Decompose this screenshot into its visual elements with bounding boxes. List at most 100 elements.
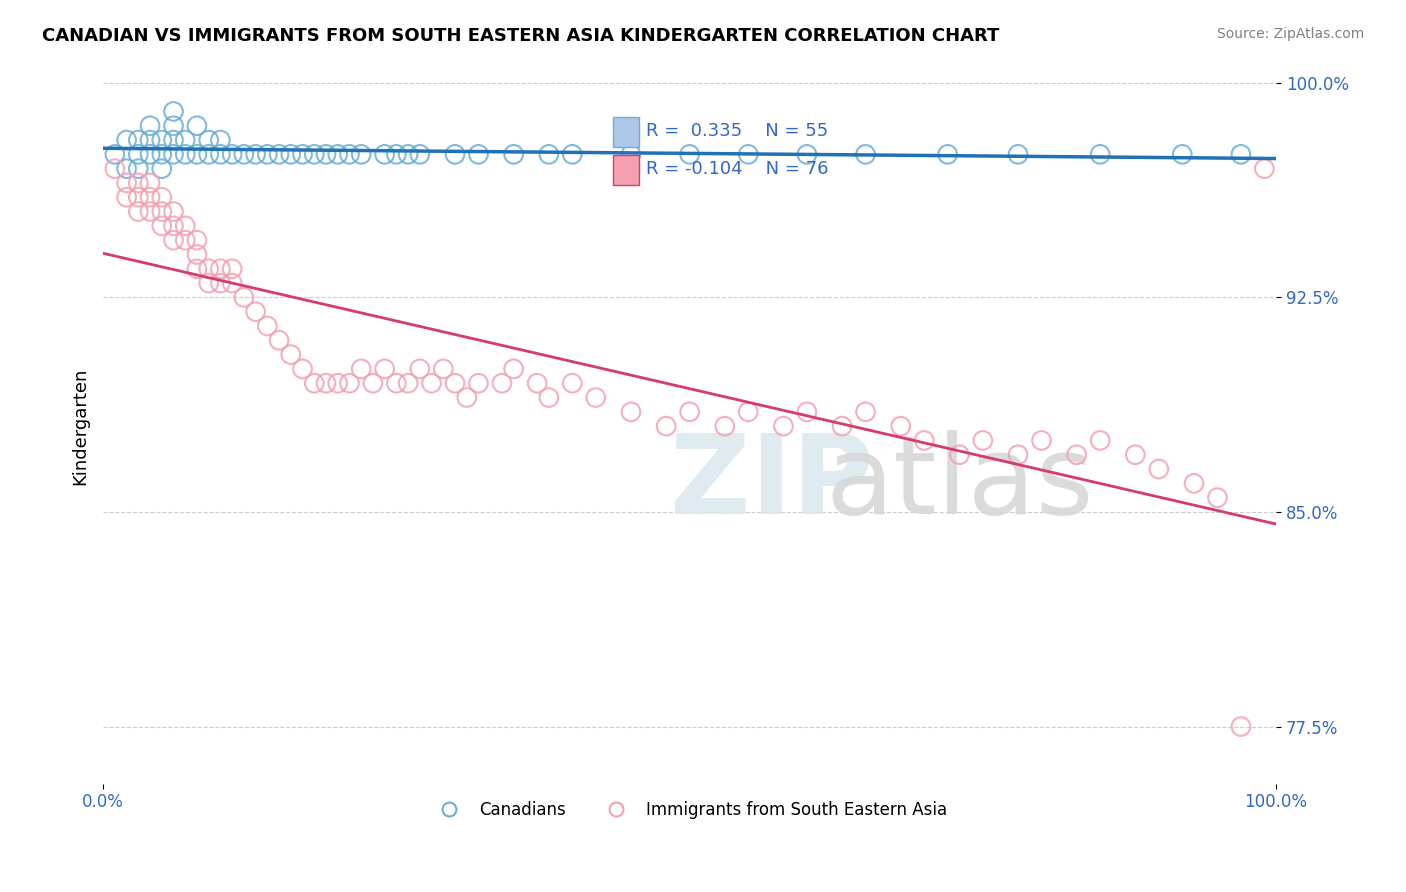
Point (1230, 719, 1253, 733)
Point (115, 133, 138, 147)
Point (139, 119, 162, 133)
Point (139, 147, 162, 161)
Point (162, 204, 184, 219)
Point (1171, 147, 1194, 161)
Point (444, 376, 467, 391)
Point (326, 376, 349, 391)
Point (467, 376, 489, 391)
Point (502, 362, 524, 376)
Point (315, 376, 337, 391)
Point (1253, 161, 1275, 176)
Point (256, 318, 278, 333)
Point (339, 147, 361, 161)
Point (526, 376, 548, 391)
Point (444, 147, 467, 161)
Point (396, 147, 419, 161)
Point (162, 133, 184, 147)
Point (104, 161, 127, 176)
Point (432, 362, 454, 376)
Point (162, 119, 184, 133)
Point (115, 176, 138, 190)
Point (714, 419, 737, 434)
Point (936, 147, 959, 161)
Text: R = -0.104    N = 76: R = -0.104 N = 76 (647, 160, 828, 178)
Point (245, 147, 267, 161)
Point (620, 405, 643, 419)
Point (280, 348, 302, 362)
Point (890, 419, 912, 434)
Point (561, 376, 583, 391)
Point (491, 376, 513, 391)
Point (912, 434, 935, 448)
Point (350, 362, 373, 376)
Point (1123, 448, 1146, 462)
Point (162, 147, 184, 161)
Point (186, 247, 208, 261)
Point (374, 147, 396, 161)
Point (127, 190, 149, 204)
Point (326, 147, 349, 161)
Point (186, 261, 208, 276)
Text: R =  0.335    N = 55: R = 0.335 N = 55 (647, 121, 828, 140)
Point (174, 133, 197, 147)
Point (948, 448, 970, 462)
Point (585, 391, 607, 405)
Point (267, 147, 290, 161)
Point (291, 147, 314, 161)
Point (772, 419, 794, 434)
Point (1007, 147, 1029, 161)
Point (456, 391, 478, 405)
Point (1182, 476, 1205, 491)
Point (139, 133, 162, 147)
Point (127, 147, 149, 161)
Point (209, 261, 232, 276)
Legend: Canadians, Immigrants from South Eastern Asia: Canadians, Immigrants from South Eastern… (426, 794, 953, 825)
Point (162, 104, 184, 119)
Point (139, 176, 162, 190)
Point (385, 147, 408, 161)
FancyBboxPatch shape (613, 117, 640, 147)
Point (972, 434, 994, 448)
Point (561, 147, 583, 161)
Point (280, 147, 302, 161)
Point (115, 190, 138, 204)
Point (150, 147, 173, 161)
Point (127, 133, 149, 147)
Point (796, 405, 818, 419)
Point (186, 233, 208, 247)
Point (1206, 491, 1229, 505)
Point (537, 147, 560, 161)
Point (467, 147, 489, 161)
Point (537, 391, 560, 405)
Point (174, 233, 197, 247)
Point (620, 147, 643, 161)
Point (420, 376, 443, 391)
Point (385, 376, 408, 391)
Point (1088, 434, 1111, 448)
Point (139, 204, 162, 219)
Point (831, 419, 853, 434)
Point (174, 147, 197, 161)
Point (304, 376, 326, 391)
Point (209, 276, 232, 290)
Point (796, 147, 818, 161)
Point (127, 161, 149, 176)
Point (245, 304, 267, 318)
Point (197, 261, 219, 276)
Point (150, 219, 173, 233)
Point (339, 376, 361, 391)
Point (127, 176, 149, 190)
Point (267, 334, 290, 348)
Point (104, 147, 127, 161)
Point (139, 190, 162, 204)
Point (1007, 448, 1029, 462)
Point (162, 219, 184, 233)
Point (304, 147, 326, 161)
Point (1147, 462, 1170, 476)
Point (291, 362, 314, 376)
Point (127, 204, 149, 219)
Point (374, 362, 396, 376)
Point (1066, 448, 1088, 462)
Point (1031, 434, 1053, 448)
Point (186, 119, 208, 133)
